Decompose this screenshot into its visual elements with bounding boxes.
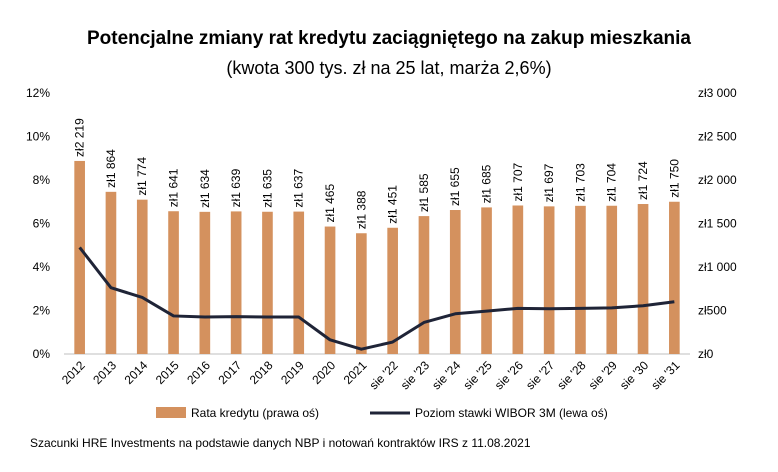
bar (512, 205, 524, 354)
bar-data-label: zł1 685 (480, 164, 494, 203)
x-axis-tick-label: 2019 (278, 358, 307, 387)
bar (449, 210, 461, 354)
x-axis-tick-label: 2014 (122, 358, 151, 387)
bar-data-label: zł1 724 (636, 161, 650, 200)
legend-swatch-bar (156, 407, 186, 418)
bar-data-labels: zł2 219 zł1 864 zł1 774 zł1 641 zł1 634 zł1 6… (73, 118, 682, 229)
x-axis-tick-label: 2013 (90, 358, 119, 387)
x-axis-tick-label: 2016 (184, 358, 213, 387)
x-axis-tick-label: sie '22 (367, 358, 401, 392)
bar (356, 233, 367, 354)
bar (136, 199, 148, 354)
bar (669, 201, 680, 354)
bar-data-label: zł2 219 (73, 118, 87, 157)
bar (637, 204, 649, 354)
left-axis-tick-label: 6% (33, 217, 51, 231)
bar (481, 207, 492, 354)
bar-data-label: zł1 655 (448, 167, 462, 206)
right-axis-tick-label: zł1 000 (698, 260, 737, 274)
bar (262, 211, 273, 354)
bar-data-label: zł1 634 (198, 169, 212, 208)
x-axis-tick-label: sie '25 (461, 358, 495, 392)
legend-label-line: Poziom stawki WIBOR 3M (lewa oś) (415, 406, 608, 420)
right-axis-tick-label: zł3 000 (698, 86, 737, 100)
left-axis-tick-label: 10% (26, 130, 50, 144)
x-axis-tick-labels: 2012 2013 2014 2015 2016 2017 2018 2019 2020 2021… (59, 358, 683, 392)
x-axis-tick-label: 2015 (153, 358, 182, 387)
bar-data-label: zł1 388 (354, 190, 368, 229)
legend-label-bar: Rata kredytu (prawa oś) (191, 406, 319, 420)
bar-data-label: zł1 451 (386, 185, 400, 224)
right-axis-tick-label: zł1 500 (698, 217, 737, 231)
bar-data-label: zł1 635 (260, 169, 274, 208)
right-axis: zł0 zł500 zł1 000 zł1 500 zł2 000 zł2 500 zł3 … (698, 86, 737, 361)
bar (105, 191, 117, 354)
x-axis-tick-label: 2021 (341, 358, 370, 387)
left-axis-tick-label: 4% (33, 260, 51, 274)
bar (575, 205, 586, 354)
bar (230, 211, 242, 354)
x-axis-tick-label: sie '31 (648, 358, 682, 392)
bar-data-label: zł1 697 (542, 163, 556, 202)
bar-data-label: zł1 639 (229, 168, 243, 207)
chart-title: Potencjalne zmiany rat kredytu zaciągnię… (87, 28, 691, 49)
bar-data-label: zł1 864 (104, 149, 118, 188)
chart-subtitle: (kwota 300 tys. zł na 25 lat, marża 2,6%… (226, 58, 552, 78)
x-axis-tick-label: sie '23 (398, 358, 432, 392)
bar-data-label: zł1 704 (605, 163, 619, 202)
bar (543, 206, 555, 354)
bar-data-label: zł1 703 (573, 163, 587, 202)
x-axis-tick-label: sie '29 (586, 358, 620, 392)
left-axis: 0% 2% 4% 6% 8% 10% 12% (26, 86, 50, 361)
bar (606, 205, 618, 354)
bar-data-label: zł1 637 (292, 169, 306, 208)
bar-data-label: zł1 707 (511, 162, 525, 201)
x-axis-tick-label: sie '27 (523, 358, 557, 392)
x-axis-tick-label: 2020 (309, 358, 338, 387)
x-axis-tick-label: sie '28 (554, 358, 588, 392)
right-axis-tick-label: zł2 500 (698, 130, 737, 144)
bar (74, 160, 85, 354)
bar (168, 211, 179, 354)
left-axis-tick-label: 2% (33, 304, 51, 318)
line-series (78, 246, 675, 351)
bar (387, 227, 398, 354)
bar-data-label: zł1 641 (167, 168, 181, 207)
x-axis-tick-label: 2012 (59, 358, 88, 387)
bar (324, 226, 336, 354)
x-axis-tick-label: sie '26 (492, 358, 526, 392)
right-axis-tick-label: zł2 000 (698, 173, 737, 187)
bar-series (74, 160, 680, 354)
source-note: Szacunki HRE Investments na podstawie da… (30, 436, 531, 450)
bar-data-label: zł1 774 (135, 157, 149, 196)
x-axis-tick-label: sie '30 (617, 358, 651, 392)
left-axis-tick-label: 12% (26, 86, 50, 100)
right-axis-tick-label: zł0 (698, 347, 714, 361)
bar-data-label: zł1 585 (417, 173, 431, 212)
bar-data-label: zł1 465 (323, 184, 337, 223)
wibor-line (78, 246, 675, 351)
left-axis-tick-label: 0% (33, 347, 51, 361)
left-axis-tick-label: 8% (33, 173, 51, 187)
x-axis-tick-label: 2018 (247, 358, 276, 387)
right-axis-tick-label: zł500 (698, 304, 727, 318)
bar-data-label: zł1 750 (667, 159, 681, 198)
legend: Rata kredytu (prawa oś) Poziom stawki WI… (156, 406, 608, 420)
bar (199, 211, 211, 354)
bar (418, 216, 430, 354)
x-axis-tick-label: 2017 (215, 358, 244, 387)
x-axis-tick-label: sie '24 (429, 358, 463, 392)
bar (293, 211, 305, 354)
